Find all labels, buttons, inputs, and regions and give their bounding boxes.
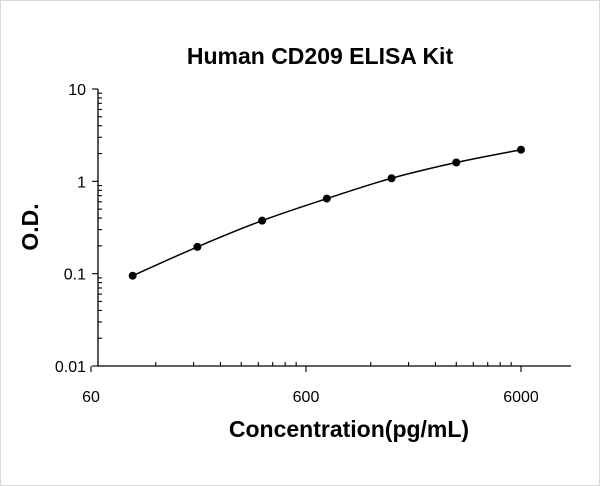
plot-area xyxy=(128,145,525,280)
y-tick-label: 0.1 xyxy=(64,267,86,284)
data-point xyxy=(322,194,331,203)
data-point xyxy=(517,145,525,154)
x-tick-label: 6000 xyxy=(503,389,539,406)
data-point xyxy=(193,242,202,251)
y-tick-label: 1 xyxy=(77,174,86,191)
data-point xyxy=(387,174,396,183)
data-point xyxy=(452,158,461,167)
y-tick-label: 0.01 xyxy=(55,359,86,376)
axes: 0.01 0.1 1 10 60 600 6000 xyxy=(55,82,571,406)
x-tick-label: 60 xyxy=(82,389,100,406)
data-point xyxy=(258,216,267,225)
x-axis-title: Concentration(pg/mL) xyxy=(229,416,469,442)
y-axis-title: O.D. xyxy=(17,203,43,250)
series-line xyxy=(132,148,522,277)
chart-title: Human CD209 ELISA Kit xyxy=(187,43,454,69)
y-tick-label: 10 xyxy=(68,82,86,99)
x-tick-label: 600 xyxy=(293,389,320,406)
data-point xyxy=(128,271,137,280)
